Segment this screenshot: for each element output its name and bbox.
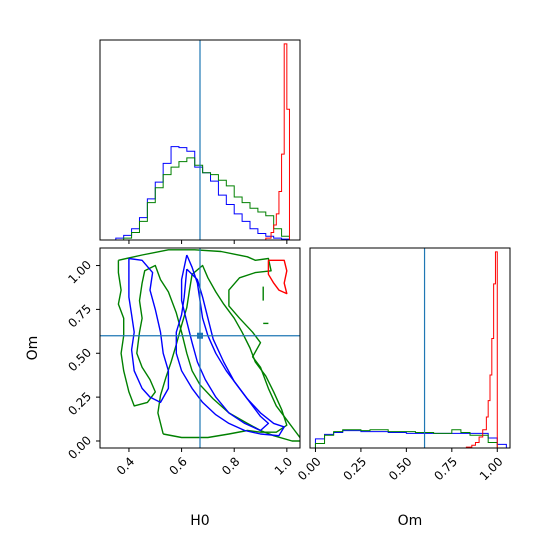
om-y-axis-label: Om xyxy=(25,336,41,361)
om-x-tick-label: 1.00 xyxy=(477,454,506,483)
h0-x-tick-label: 0.4 xyxy=(114,454,137,477)
truth-marker xyxy=(197,332,203,339)
h0-hist-red-histogram xyxy=(260,43,293,240)
h0-histogram-panel xyxy=(99,39,301,244)
om-hist-green-histogram xyxy=(314,429,507,448)
blue-contour xyxy=(128,257,170,404)
green-contour xyxy=(117,249,300,442)
h0-hist-plot-area xyxy=(115,40,298,240)
h0-x-tick-label: 1.0 xyxy=(272,454,295,477)
scatter-frame xyxy=(99,247,301,449)
h0-hist-blue-histogram xyxy=(115,146,298,240)
red-contour xyxy=(267,259,288,295)
h0-x-tick-label: 0.6 xyxy=(167,454,190,477)
om-hist-frame xyxy=(309,247,511,449)
h0-axis-label: H0 xyxy=(190,513,209,529)
blue-contour xyxy=(180,254,270,432)
om-y-tick-label: 0.75 xyxy=(65,302,94,331)
om-hist-blue-histogram xyxy=(314,430,507,448)
om-hist-red-histogram xyxy=(460,251,500,448)
om-hist-plot-area xyxy=(314,248,507,448)
om-x-tick-label: 0.50 xyxy=(386,454,415,483)
om-x-tick-label: 0.00 xyxy=(295,454,324,483)
om-y-tick-label: 0.25 xyxy=(65,389,94,418)
h0-hist-frame xyxy=(99,39,301,241)
om-histogram-panel: 0.00 0.25 0.50 0.75 1.00 xyxy=(295,247,511,483)
h0-x-tick-label: 0.8 xyxy=(219,454,242,477)
om-y-tick-label: 0.50 xyxy=(65,345,94,374)
om-y-tick-label: 0.00 xyxy=(65,433,94,462)
green-contour xyxy=(157,264,288,439)
scatter-plot-area xyxy=(100,248,300,448)
om-axis-label: Om xyxy=(398,513,423,529)
om-x-tick-label: 0.25 xyxy=(340,454,369,483)
om-x-tick-label: 0.75 xyxy=(431,454,460,483)
h0-om-contour-panel: 0.4 0.6 0.8 1.0 0.00 0.25 0.50 0.75 1.00 xyxy=(65,247,301,478)
om-y-tick-label: 1.00 xyxy=(65,258,94,287)
h0-hist-green-histogram xyxy=(123,157,298,240)
blue-contour xyxy=(175,268,285,437)
